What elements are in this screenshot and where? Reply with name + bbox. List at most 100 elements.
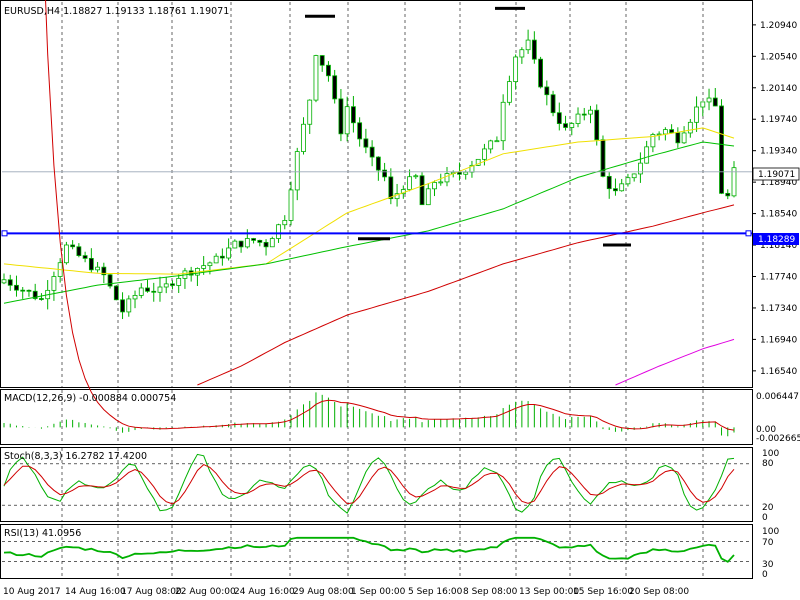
candle-body — [700, 101, 706, 108]
candle-body — [219, 255, 225, 259]
candle-body — [145, 287, 150, 292]
x-tick-label: 22 Aug 00:00 — [175, 587, 236, 597]
stoch-main-line — [3, 453, 735, 514]
stoch-tick-20: 20 — [762, 503, 774, 513]
price-tick-label: 1.19340 — [760, 147, 797, 157]
stoch-info: Stoch(8,3,3) 16.2782 17.4200 — [4, 451, 147, 462]
x-tick-label: 20 Sep 08:00 — [629, 587, 689, 597]
candle-body — [326, 64, 331, 77]
candle-body — [631, 173, 637, 179]
candle-body — [482, 148, 487, 160]
candle-body — [375, 156, 381, 171]
price-tick-label: 1.18540 — [760, 210, 797, 220]
rsi-tick-0: 0 — [762, 570, 768, 580]
candle-body — [7, 279, 13, 286]
candle-body — [613, 188, 618, 192]
x-tick-label: 14 Aug 16:00 — [65, 587, 126, 597]
candle-body — [107, 274, 113, 287]
hline-price-label: 1.18289 — [758, 235, 795, 245]
candle-body — [675, 132, 681, 144]
x-tick-label: 13 Sep 00:00 — [519, 587, 579, 597]
candle-body — [519, 49, 525, 58]
moving-average-line — [197, 204, 735, 386]
candle-body — [313, 55, 319, 101]
candle-body — [706, 97, 712, 103]
candle-body — [413, 175, 419, 178]
candle-body — [88, 257, 94, 271]
candle-body — [681, 132, 687, 144]
candle-body — [638, 162, 643, 175]
indicator-layer — [2, 0, 752, 563]
candle-body — [669, 129, 675, 134]
rsi-tick-100: 100 — [762, 527, 779, 537]
rsi-tick-30: 30 — [762, 560, 774, 570]
x-tick-label: 24 Aug 16:00 — [234, 587, 295, 597]
rsi-info: RSI(13) 41.0956 — [4, 528, 81, 539]
candle-body — [662, 129, 668, 135]
candle-body — [120, 299, 125, 313]
candle-body — [500, 101, 506, 142]
macd-max-label: 0.006447 — [756, 392, 799, 402]
price-tick-label: 1.16940 — [760, 335, 797, 345]
candle-body — [538, 58, 543, 88]
candle-body — [163, 283, 169, 288]
candle-body — [475, 158, 481, 166]
price-tick-label: 1.17740 — [760, 272, 797, 282]
x-tick-label: 5 Sep 16:00 — [408, 587, 463, 597]
candle-body — [725, 192, 731, 197]
candle-body — [425, 188, 431, 206]
candle-body — [294, 151, 300, 191]
macd-panel[interactable] — [0, 389, 753, 445]
candle-body — [694, 106, 699, 123]
candle-body — [244, 238, 250, 248]
price-tick-label: 1.20940 — [760, 21, 797, 31]
price-tick-label: 1.17340 — [760, 304, 797, 314]
candle-body — [20, 289, 26, 292]
current-price-tag: 1.19071 — [752, 167, 800, 181]
price-tick-label: 1.18940 — [760, 178, 797, 188]
candle-body — [170, 283, 175, 286]
macd-signal-line — [45, 0, 735, 431]
candle-body — [369, 146, 375, 158]
x-tick-label: 17 Aug 08:00 — [121, 587, 182, 597]
rsi-panel[interactable] — [0, 524, 753, 579]
rsi-line — [3, 536, 735, 563]
stoch-tick-0: 0 — [762, 513, 768, 523]
x-tick-label: 8 Sep 08:00 — [463, 587, 518, 597]
candle-body — [301, 123, 306, 152]
candle-body — [101, 266, 107, 276]
candle-body — [687, 121, 693, 134]
candle-body — [494, 140, 500, 143]
macd-zero-label: 0.00 — [756, 425, 776, 435]
moving-average-line — [615, 338, 735, 386]
candle-body — [619, 183, 625, 192]
candle-body — [438, 181, 444, 184]
candle-body — [506, 81, 512, 103]
candle-body — [113, 285, 119, 301]
candle-body — [157, 286, 163, 293]
candle-body — [344, 106, 350, 135]
candle-body — [151, 290, 157, 293]
candle-body — [531, 39, 537, 60]
candle-body — [357, 122, 363, 140]
candle-body — [544, 86, 550, 96]
vertical-gridlines — [61, 2, 704, 578]
candle-body — [201, 265, 207, 269]
candle-body — [232, 240, 238, 249]
x-tick-label: 15 Sep 16:00 — [573, 587, 633, 597]
x-tick-label: 29 Aug 08:00 — [293, 587, 354, 597]
candle-body — [363, 138, 369, 148]
candle-body — [251, 238, 256, 241]
candle-body — [282, 220, 288, 226]
main-price-panel[interactable] — [0, 0, 753, 388]
candle-body — [263, 241, 269, 248]
candle-body — [14, 284, 19, 291]
candle-body — [76, 246, 82, 257]
x-tick-label: 10 Aug 2017 — [3, 587, 61, 597]
price-tick-label: 1.20140 — [760, 84, 797, 94]
candle-body — [550, 94, 556, 114]
macd-min-label: -0.002665 — [756, 434, 800, 444]
candle-body — [338, 98, 344, 135]
